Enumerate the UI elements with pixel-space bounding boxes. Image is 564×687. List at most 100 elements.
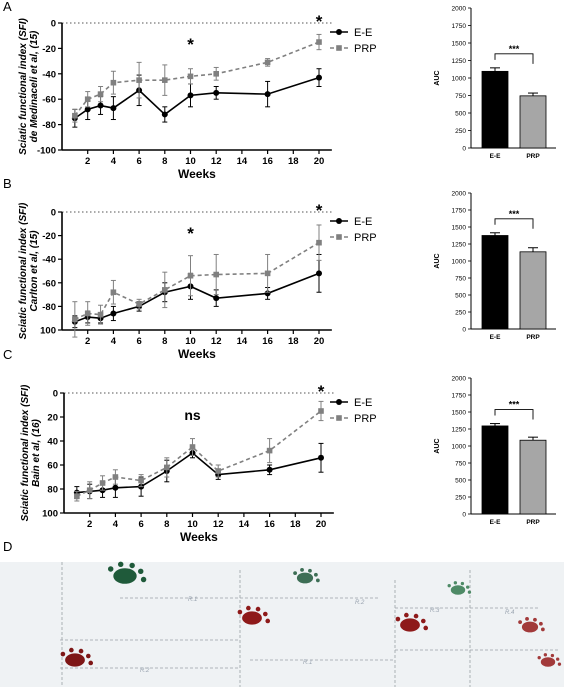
- paw-toe: [404, 612, 409, 618]
- paw-toe: [69, 647, 74, 653]
- significance-bracket: [494, 409, 534, 420]
- panel-label-c: C: [3, 347, 12, 362]
- y-axis-label-line: Sciatic functional index (SFI): [18, 202, 29, 339]
- y-tick-label: 1500: [452, 225, 467, 232]
- y-tick-label: 60: [47, 461, 58, 472]
- x-tick-label: 12: [211, 156, 222, 167]
- paw-toe: [525, 617, 529, 621]
- data-point: [164, 464, 170, 471]
- paw-print: [60, 647, 94, 667]
- y-tick-label: 1000: [452, 444, 467, 451]
- paw-pad: [113, 568, 137, 584]
- data-point: [110, 310, 117, 317]
- series-line: [74, 76, 320, 119]
- paw-toe: [300, 568, 304, 572]
- y-tick-label: 0: [462, 512, 466, 519]
- y-axis-label-line: Carlton et al, (15): [29, 230, 40, 312]
- significance-annotation: *: [187, 35, 194, 54]
- data-point: [74, 493, 80, 499]
- paw-print: [447, 581, 472, 595]
- y-tick-label: 2000: [452, 6, 467, 13]
- data-point: [316, 39, 322, 45]
- data-point: [213, 71, 219, 77]
- legend-label: PRP: [354, 43, 377, 55]
- y-axis-label: Sciatic functional index (SFI)Carlton et…: [18, 202, 40, 339]
- x-tick-label: 4: [111, 336, 117, 347]
- legend-label: E-E: [354, 397, 372, 409]
- data-point: [84, 96, 91, 102]
- y-axis-label: AUC: [434, 438, 441, 453]
- line-chart-b: 0 -20 -40 -60 -80 100 2 4 6 8 10 12 14 16 18 20 Weeks Sci…: [18, 201, 377, 361]
- significance-annotation: ns: [184, 407, 201, 423]
- y-axis-label: Sciatic functional index (SFI)Bain et al…: [20, 384, 42, 521]
- paw-toe: [460, 581, 465, 586]
- series-e-e: [71, 68, 322, 128]
- sheet-mark: R.4: [505, 610, 515, 616]
- series-line: [76, 451, 322, 494]
- y-tick-label: 1250: [452, 427, 467, 434]
- category-label: E-E: [490, 334, 502, 341]
- paw-toe: [466, 585, 470, 589]
- y-tick-label: 2000: [452, 191, 467, 198]
- sheet-mark: R.1: [303, 660, 312, 666]
- sheet-mark: R.3: [430, 608, 440, 614]
- x-tick-label: 10: [185, 156, 196, 167]
- paw-toe: [557, 662, 562, 666]
- y-tick-label: 1500: [452, 410, 467, 417]
- bar-e-e: [481, 425, 509, 515]
- paw-toe: [263, 611, 268, 617]
- paw-toe: [129, 562, 135, 569]
- data-point: [187, 73, 194, 80]
- series-line: [74, 41, 320, 117]
- y-tick-label: 1000: [452, 259, 467, 266]
- bar-prp: [519, 95, 547, 149]
- paw-toe: [537, 656, 541, 660]
- data-point: [318, 454, 324, 461]
- significance-annotation: *: [187, 224, 194, 243]
- y-tick-label: -40: [42, 255, 56, 266]
- sheet-mark: R.2: [355, 600, 365, 606]
- line-chart-c: 0 20 40 60 80 100 2 4 6 8 10 12 14 16 18 20 Weeks Sciatic…: [20, 382, 377, 544]
- x-tick-label: 6: [138, 519, 143, 530]
- y-tick-label: 40: [47, 437, 58, 448]
- category-label: PRP: [526, 153, 540, 160]
- bar-prp: [519, 251, 547, 330]
- data-point: [97, 102, 104, 109]
- series-e-e: [73, 442, 324, 500]
- paw-print: [293, 568, 320, 584]
- y-tick-label: 500: [455, 111, 466, 118]
- paw-toe: [467, 590, 472, 594]
- category-label: PRP: [526, 519, 540, 526]
- significance-label: ***: [509, 44, 520, 54]
- x-tick-label: 10: [185, 336, 196, 347]
- x-tick-label: 2: [85, 156, 90, 167]
- data-point: [136, 301, 142, 307]
- x-tick-label: 6: [136, 336, 141, 347]
- x-tick-label: 8: [162, 336, 167, 347]
- data-point: [316, 270, 322, 277]
- x-tick-label: 16: [262, 336, 273, 347]
- significance-annotation: *: [316, 201, 323, 220]
- y-tick-label: 250: [455, 310, 466, 317]
- y-tick-label: 20: [47, 413, 58, 424]
- x-tick-label: 20: [314, 156, 325, 167]
- significance-annotation: *: [318, 382, 325, 401]
- x-tick-label: 14: [237, 336, 248, 347]
- paw-print: [395, 612, 429, 632]
- paw-toe: [533, 617, 537, 622]
- significance-bracket: [494, 53, 534, 64]
- x-tick-label: 2: [85, 336, 90, 347]
- legend-marker: [336, 415, 342, 421]
- paw-toe: [308, 568, 312, 573]
- bar-chart-c: 0 250 500 750 1000 1250 1500 1750 2000 AUC E-E PRP *…: [434, 376, 556, 526]
- data-point: [162, 77, 168, 83]
- paw-toe: [421, 618, 426, 624]
- panel-label-a: A: [3, 0, 12, 14]
- paw-toe: [255, 606, 261, 612]
- bar-chart-b: 0 250 500 750 1000 1250 1500 1750 2000 AUC E-E PRP *…: [434, 191, 556, 341]
- paw-pad: [296, 572, 314, 584]
- paw-toe: [293, 571, 297, 576]
- data-point: [110, 105, 117, 112]
- legend-marker: [336, 218, 342, 224]
